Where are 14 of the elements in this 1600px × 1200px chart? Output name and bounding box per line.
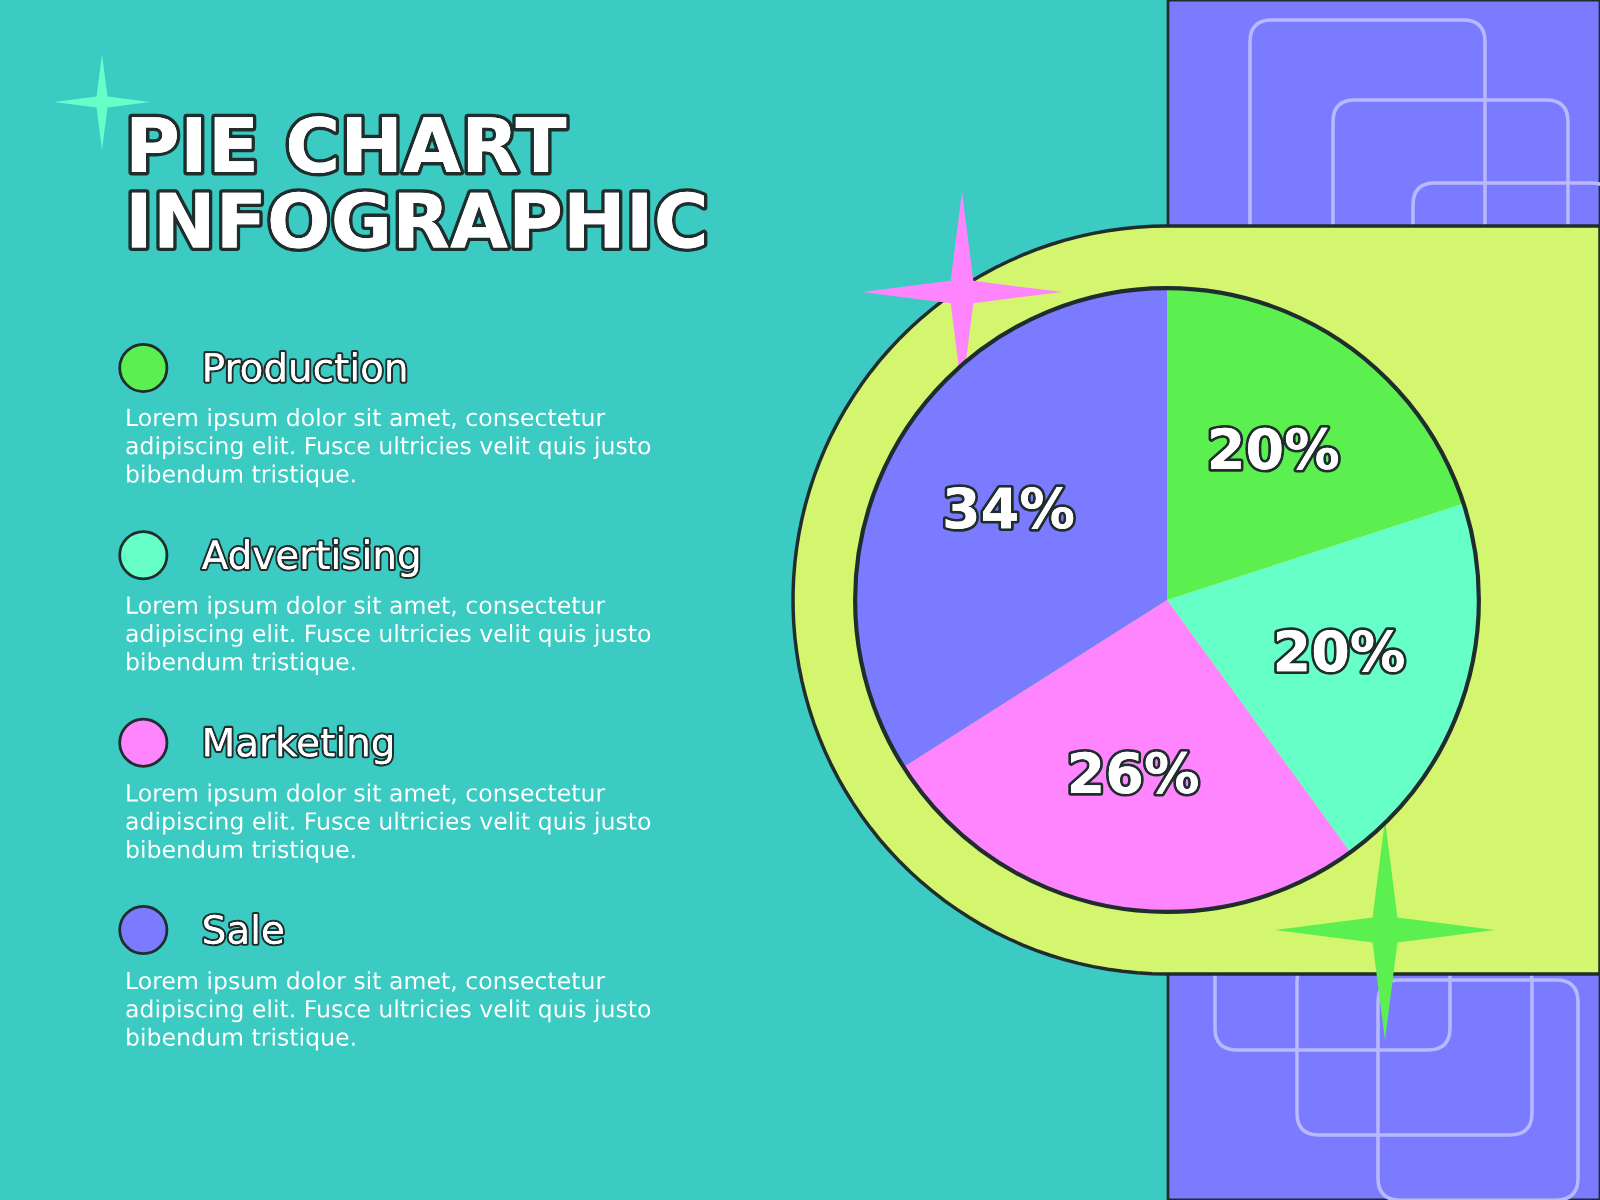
text: Lorem ipsum dolor sit amet, consectetur adipiscing elit. Fusce ultricies velit quis justo bibendum tristique. [126,783,651,863]
text: Lorem ipsum dolor sit amet, consectetur adipiscing elit. Fusce ultricies velit quis justo bibendum tristique. [126,595,651,676]
pie-slice [1167,288,1464,600]
legend-label: Advertising [201,539,419,577]
legend-label: Production [205,352,406,383]
chart-title: PIE CHART INFOGRAPHIC [131,116,704,249]
text: Lorem ipsum dolor sit amet, consectetur adipiscing elit. Fusce ultricies velit quis justo bibendum tristique. [126,971,651,1051]
text: Lorem ipsum dolor sit amet, consectetur adipiscing elit. Fusce ultricies velit quis justo bibendum tristique. [126,408,651,488]
data-label: 20% [1276,630,1404,673]
data-label: 34% [945,486,1074,529]
data-label: 20% [1211,427,1339,470]
legend-label: Marketing [205,726,392,765]
legend-label: Sale [204,914,283,945]
data-label: 26% [1071,751,1198,794]
